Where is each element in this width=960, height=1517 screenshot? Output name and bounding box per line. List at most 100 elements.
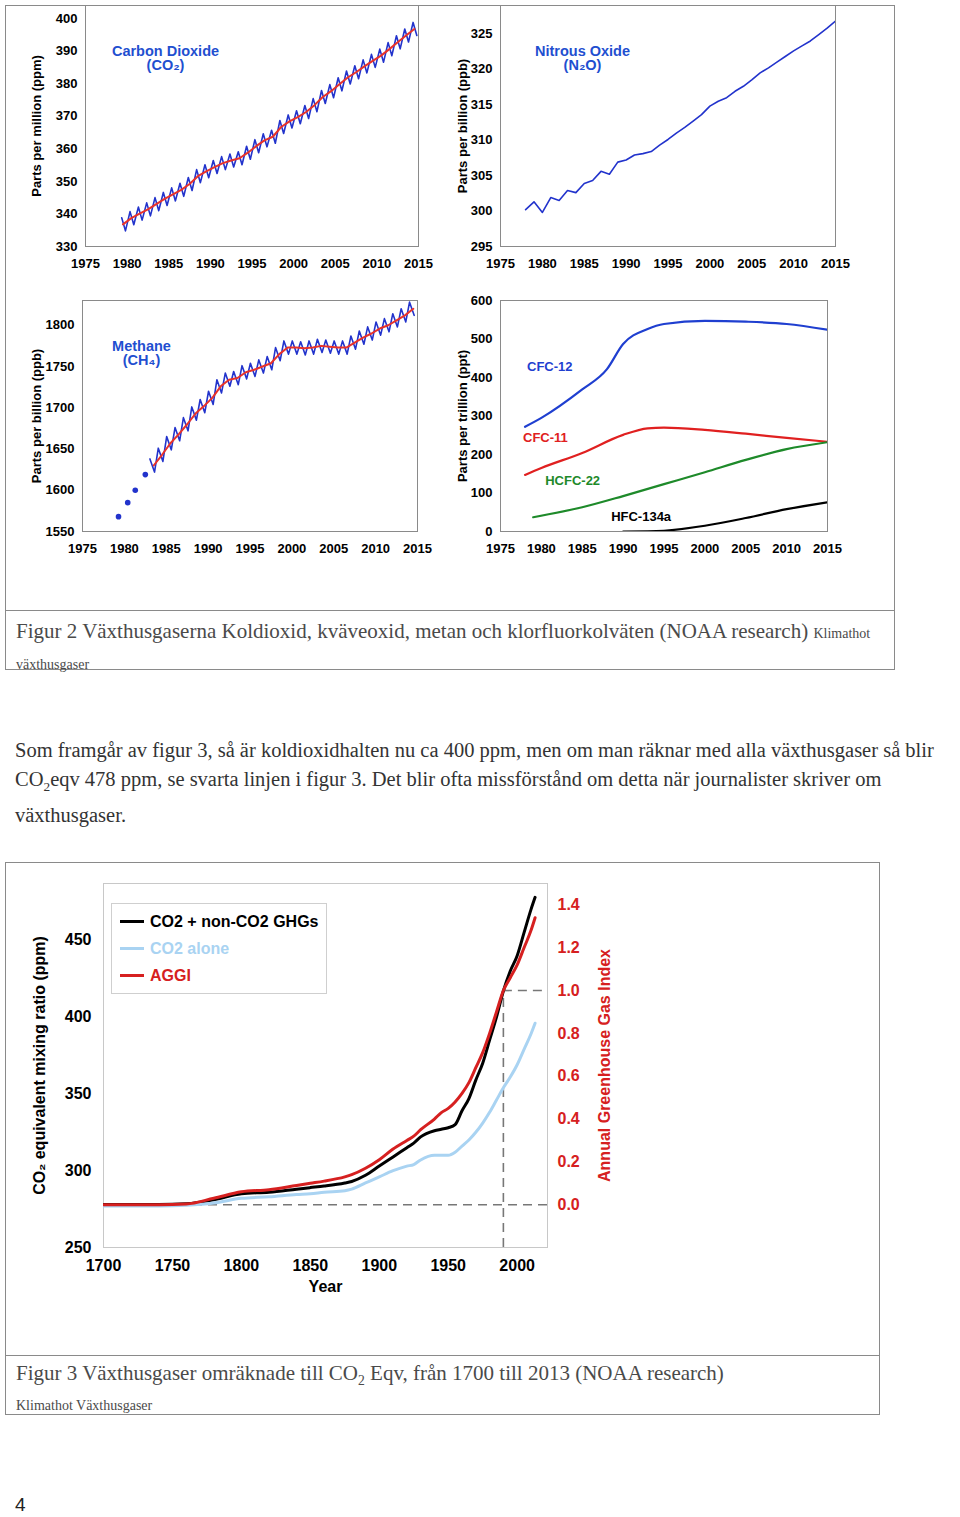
- svg-text:305: 305: [471, 168, 493, 183]
- svg-text:2000: 2000: [279, 256, 308, 271]
- svg-text:1.2: 1.2: [558, 939, 580, 956]
- svg-text:1980: 1980: [113, 256, 142, 271]
- svg-text:Parts per trillion (ppt): Parts per trillion (ppt): [455, 350, 470, 482]
- svg-text:100: 100: [471, 485, 493, 500]
- svg-text:Parts per billion (ppb): Parts per billion (ppb): [455, 59, 470, 193]
- svg-text:2000: 2000: [277, 541, 306, 556]
- svg-text:Methane(CH₄): Methane(CH₄): [112, 338, 171, 369]
- svg-text:2000: 2000: [499, 1257, 535, 1274]
- svg-text:380: 380: [56, 76, 78, 91]
- svg-text:1985: 1985: [154, 256, 183, 271]
- svg-text:1975: 1975: [68, 541, 97, 556]
- svg-text:1990: 1990: [612, 256, 641, 271]
- svg-text:Carbon Dioxide(CO₂): Carbon Dioxide(CO₂): [112, 43, 219, 74]
- svg-text:Nitrous Oxide(N₂O): Nitrous Oxide(N₂O): [535, 43, 630, 74]
- svg-text:2000: 2000: [690, 541, 719, 556]
- svg-text:CFC-12: CFC-12: [527, 359, 573, 374]
- svg-text:315: 315: [471, 97, 493, 112]
- svg-text:1550: 1550: [46, 524, 75, 539]
- svg-text:1985: 1985: [568, 541, 597, 556]
- svg-text:2015: 2015: [821, 256, 850, 271]
- svg-text:0.6: 0.6: [558, 1067, 580, 1084]
- svg-text:2010: 2010: [772, 541, 801, 556]
- svg-text:Annual Greenhouse Gas Index: Annual Greenhouse Gas Index: [596, 949, 613, 1182]
- svg-text:1975: 1975: [486, 256, 515, 271]
- svg-text:2015: 2015: [404, 256, 433, 271]
- svg-text:340: 340: [56, 206, 78, 221]
- svg-text:1800: 1800: [224, 1257, 260, 1274]
- svg-text:500: 500: [471, 331, 493, 346]
- svg-text:1990: 1990: [609, 541, 638, 556]
- svg-text:390: 390: [56, 43, 78, 58]
- svg-text:295: 295: [471, 239, 493, 254]
- svg-text:400: 400: [471, 370, 493, 385]
- svg-text:1985: 1985: [152, 541, 181, 556]
- svg-text:300: 300: [471, 203, 493, 218]
- svg-text:1600: 1600: [46, 482, 75, 497]
- svg-text:450: 450: [65, 931, 92, 948]
- svg-text:310: 310: [471, 132, 493, 147]
- svg-text:0.4: 0.4: [558, 1110, 580, 1127]
- svg-text:1980: 1980: [110, 541, 139, 556]
- svg-text:2005: 2005: [737, 256, 766, 271]
- svg-text:0.0: 0.0: [558, 1196, 580, 1213]
- svg-text:360: 360: [56, 141, 78, 156]
- svg-text:1800: 1800: [46, 317, 75, 332]
- svg-text:1980: 1980: [527, 541, 556, 556]
- svg-text:2015: 2015: [403, 541, 432, 556]
- svg-text:250: 250: [65, 1239, 92, 1256]
- svg-text:325: 325: [471, 26, 493, 41]
- svg-text:1850: 1850: [293, 1257, 329, 1274]
- svg-text:1990: 1990: [196, 256, 225, 271]
- svg-text:2005: 2005: [319, 541, 348, 556]
- svg-text:2010: 2010: [779, 256, 808, 271]
- svg-text:370: 370: [56, 108, 78, 123]
- svg-text:1995: 1995: [238, 256, 267, 271]
- svg-text:400: 400: [56, 11, 78, 26]
- svg-text:1900: 1900: [361, 1257, 397, 1274]
- svg-text:1975: 1975: [71, 256, 100, 271]
- svg-text:1700: 1700: [86, 1257, 122, 1274]
- svg-text:1750: 1750: [46, 359, 75, 374]
- svg-text:Parts per million (ppm): Parts per million (ppm): [29, 55, 44, 197]
- svg-text:CFC-11: CFC-11: [523, 430, 568, 445]
- svg-text:2005: 2005: [731, 541, 760, 556]
- svg-text:0: 0: [485, 524, 492, 539]
- svg-text:1995: 1995: [650, 541, 679, 556]
- svg-text:2015: 2015: [813, 541, 842, 556]
- svg-text:HCFC-22: HCFC-22: [545, 473, 600, 488]
- html-text:Figur 2 Växthusgaserna Koldiox: Figur 2 Växthusgaserna Koldioxid, kväveo…: [16, 619, 871, 672]
- svg-text:300: 300: [65, 1162, 92, 1179]
- svg-text:Year: Year: [309, 1278, 343, 1295]
- svg-text:1985: 1985: [570, 256, 599, 271]
- svg-text:0.8: 0.8: [558, 1025, 580, 1042]
- svg-text:0.2: 0.2: [558, 1153, 580, 1170]
- svg-text:2010: 2010: [361, 541, 390, 556]
- svg-text:CO₂ equivalent mixing ratio (p: CO₂ equivalent mixing ratio (ppm): [31, 936, 48, 1195]
- svg-text:350: 350: [56, 174, 78, 189]
- svg-text:1650: 1650: [46, 441, 75, 456]
- svg-text:1975: 1975: [486, 541, 515, 556]
- html-text:Som framgår av figur 3, så är: Som framgår av figur 3, så är koldioxidh…: [15, 739, 934, 827]
- svg-text:1750: 1750: [155, 1257, 191, 1274]
- svg-text:1995: 1995: [654, 256, 683, 271]
- svg-text:Parts per billion (ppb): Parts per billion (ppb): [29, 349, 44, 483]
- svg-text:1.4: 1.4: [558, 896, 580, 913]
- svg-text:330: 330: [56, 239, 78, 254]
- svg-text:300: 300: [471, 408, 493, 423]
- svg-text:320: 320: [471, 61, 493, 76]
- svg-text:1700: 1700: [46, 400, 75, 415]
- svg-text:2010: 2010: [362, 256, 391, 271]
- svg-text:400: 400: [65, 1008, 92, 1025]
- svg-text:HFC-134a: HFC-134a: [611, 509, 672, 524]
- svg-text:1995: 1995: [236, 541, 265, 556]
- svg-text:2005: 2005: [321, 256, 350, 271]
- svg-text:1990: 1990: [194, 541, 223, 556]
- svg-text:1980: 1980: [528, 256, 557, 271]
- svg-text:1.0: 1.0: [558, 982, 580, 999]
- svg-text:2000: 2000: [695, 256, 724, 271]
- svg-text:600: 600: [471, 293, 493, 308]
- svg-text:200: 200: [471, 447, 493, 462]
- svg-text:350: 350: [65, 1085, 92, 1102]
- svg-text:1950: 1950: [430, 1257, 466, 1274]
